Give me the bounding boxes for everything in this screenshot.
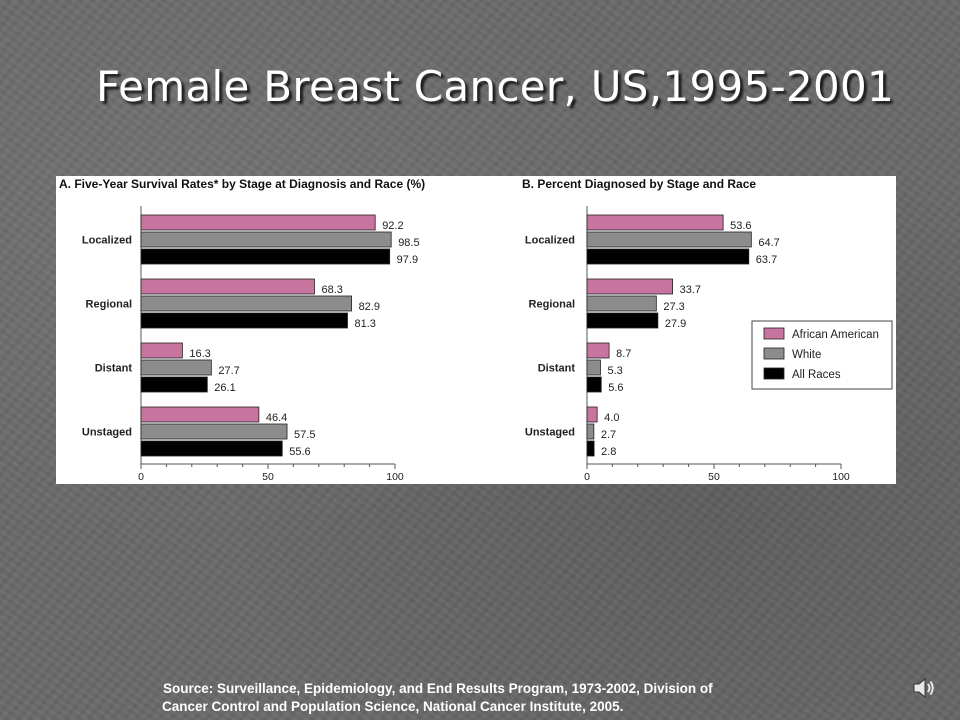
- panel-b-legend-swatch: [763, 347, 785, 360]
- panel-a-bar: [140, 231, 392, 248]
- panel-a-data-label: 26.1: [214, 382, 235, 394]
- panel-b-data-label: 64.7: [758, 237, 779, 249]
- panel-b-data-label: 2.8: [601, 446, 616, 458]
- panel-a-data-label: 46.4: [266, 412, 287, 424]
- panel-b-title: B. Percent Diagnosed by Stage and Race: [522, 177, 756, 191]
- panel-a-bar: [140, 440, 283, 457]
- panel-a-data-label: 68.3: [321, 284, 342, 296]
- chart-panel: A. Five-Year Survival Rates* by Stage at…: [56, 176, 896, 484]
- panel-b-bar: [586, 342, 610, 359]
- panel-a-tick-label: 0: [138, 471, 144, 483]
- chart-svg: A. Five-Year Survival Rates* by Stage at…: [59, 177, 893, 483]
- panel-a-data-label: 98.5: [398, 237, 419, 249]
- panel-b-data-label: 8.7: [616, 348, 631, 360]
- panel-b-data-label: 2.7: [601, 429, 616, 441]
- speaker-icon[interactable]: [910, 674, 938, 702]
- panel-b-bar: [586, 312, 659, 329]
- panel-b-bar: [586, 359, 601, 376]
- panel-a-data-label: 55.6: [289, 446, 310, 458]
- panel-a-title: A. Five-Year Survival Rates* by Stage at…: [59, 177, 425, 191]
- panel-a-bar: [140, 312, 348, 329]
- panel-a-bar: [140, 295, 352, 312]
- panel-a-data-label: 27.7: [218, 365, 239, 377]
- panel-b-legend-swatch: [763, 367, 785, 380]
- panel-b-legend-label: African American: [792, 329, 879, 341]
- panel-b-legend-label: All Races: [792, 369, 841, 381]
- panel-a-data-label: 81.3: [355, 318, 376, 330]
- panel-a-bar: [140, 376, 208, 393]
- panel-b-data-label: 5.6: [608, 382, 623, 394]
- panel-b-category-label: Distant: [538, 363, 576, 375]
- panel-b-category-label: Localized: [525, 235, 575, 247]
- panel-b-data-label: 4.0: [604, 412, 619, 424]
- panel-b-bar: [586, 295, 657, 312]
- panel-b-data-label: 27.3: [663, 301, 684, 313]
- source-note: Source: Surveillance, Epidemiology, and …: [162, 680, 802, 716]
- panel-b-bar: [586, 376, 602, 393]
- panel-a-bar: [140, 406, 260, 423]
- panel-b-tick-label: 0: [584, 471, 590, 483]
- panel-a-bar: [140, 278, 315, 295]
- panel-a-tick-label: 100: [386, 471, 404, 483]
- panel-b-bar: [586, 248, 750, 265]
- panel-b-tick-label: 50: [708, 471, 720, 483]
- panel-b-data-label: 63.7: [756, 254, 777, 266]
- panel-b-data-label: 33.7: [680, 284, 701, 296]
- speaker-icon-glyph: [913, 677, 934, 699]
- panel-b-bar: [586, 231, 752, 248]
- panel-a-data-label: 82.9: [359, 301, 380, 313]
- source-line-1: Source: Surveillance, Epidemiology, and …: [163, 681, 713, 696]
- panel-a-category-label: Regional: [86, 299, 132, 311]
- panel-b-legend-label: White: [792, 349, 821, 361]
- panel-a-bar: [140, 342, 183, 359]
- panel-b-bar: [586, 423, 595, 440]
- panel-b-bar: [586, 406, 598, 423]
- panel-b-legend-swatch: [763, 327, 785, 340]
- panel-b-data-label: 27.9: [665, 318, 686, 330]
- panel-a-bar: [140, 214, 376, 231]
- panel-a-bar: [140, 359, 212, 376]
- source-line-2: Cancer Control and Population Science, N…: [162, 699, 624, 714]
- panel-a-tick-label: 50: [262, 471, 274, 483]
- panel-a-data-label: 97.9: [397, 254, 418, 266]
- panel-b-bar: [586, 440, 595, 457]
- slide-title: Female Breast Cancer, US,1995-2001: [95, 62, 895, 111]
- panel-b-category-label: Unstaged: [525, 427, 575, 439]
- panel-a-category-label: Unstaged: [82, 427, 132, 439]
- panel-a-category-label: Distant: [95, 363, 133, 375]
- panel-b-bar: [586, 214, 724, 231]
- panel-b-data-label: 53.6: [730, 220, 751, 232]
- panel-b-tick-label: 100: [832, 471, 850, 483]
- panel-a-data-label: 92.2: [382, 220, 403, 232]
- panel-a-bar: [140, 248, 391, 265]
- panel-a-bar: [140, 423, 288, 440]
- panel-b-bar: [586, 278, 673, 295]
- panel-a-data-label: 57.5: [294, 429, 315, 441]
- panel-a-data-label: 16.3: [189, 348, 210, 360]
- panel-b-data-label: 5.3: [607, 365, 622, 377]
- panel-b-category-label: Regional: [529, 299, 575, 311]
- panel-a-category-label: Localized: [82, 235, 132, 247]
